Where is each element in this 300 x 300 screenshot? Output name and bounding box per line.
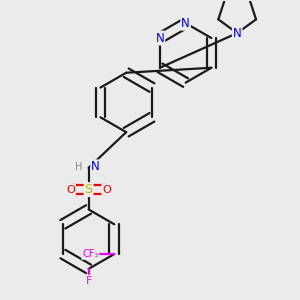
Text: N: N xyxy=(91,160,100,173)
Text: N: N xyxy=(181,17,190,30)
Text: S: S xyxy=(85,183,93,196)
Text: N: N xyxy=(233,27,242,40)
Text: N: N xyxy=(156,32,164,44)
Text: F: F xyxy=(85,276,92,286)
Text: O: O xyxy=(102,184,111,195)
Text: H: H xyxy=(75,162,82,172)
Text: CF₃: CF₃ xyxy=(82,249,98,259)
Text: O: O xyxy=(66,184,75,195)
